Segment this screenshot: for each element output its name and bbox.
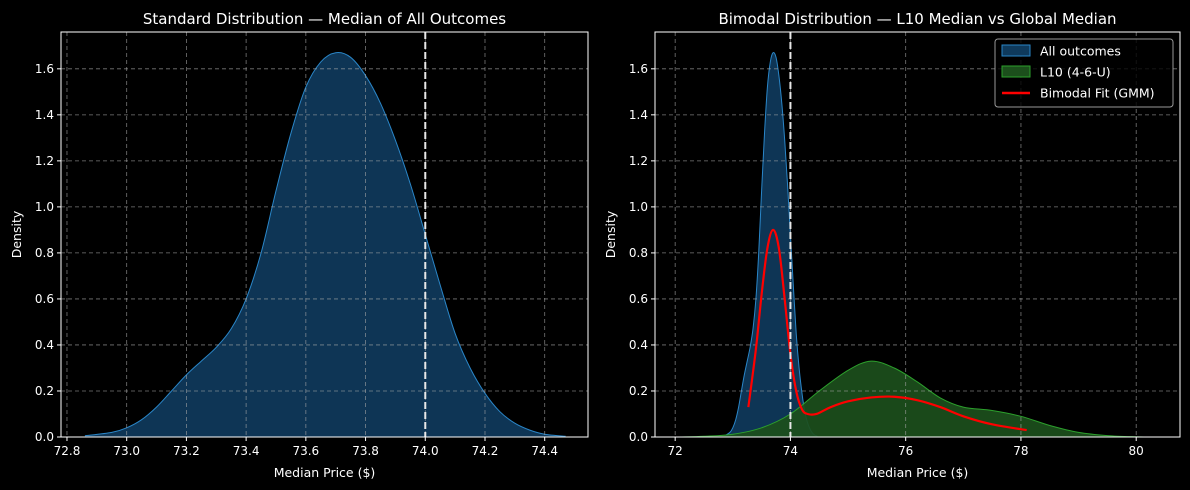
area-all-outcomes [724,52,818,438]
line-all-outcomes [84,52,566,437]
x-tick-label: 73.0 [113,444,140,458]
chart-title: Bimodal Distribution — L10 Median vs Glo… [718,10,1116,28]
y-tick-label: 1.6 [35,62,54,76]
x-tick-label: 76 [898,444,913,458]
y-tick-label: 1.4 [629,108,648,122]
x-tick-label: 73.8 [352,444,379,458]
legend-label: Bimodal Fit (GMM) [1040,86,1155,101]
area-l10-4-6-u- [680,361,1154,437]
x-tick-label: 74.4 [531,444,558,458]
line-all-outcomes [724,52,818,437]
y-tick-label: 1.2 [35,154,54,168]
x-tick-label: 72.8 [54,444,81,458]
y-tick-label: 0.8 [629,246,648,260]
x-tick-label: 74.2 [472,444,499,458]
y-tick-label: 1.6 [629,62,648,76]
legend-label: L10 (4-6-U) [1040,65,1111,80]
legend-label: All outcomes [1040,44,1121,59]
x-tick-label: 73.4 [233,444,260,458]
line-l10-4-6-u- [680,360,1154,438]
subplot-1: 72.8 73.0 73.2 73.4 73.6 73.8 74.0 74.2 74.4 0.0 0… [9,10,589,480]
legend-swatch [1001,65,1031,78]
y-axis-label: Density [603,210,618,258]
line-bimodal-fit [747,228,1027,432]
y-tick-label: 0.6 [629,292,648,306]
y-tick-label: 0.8 [35,246,54,260]
y-tick-label: 1.0 [35,200,54,214]
x-tick-label: 73.2 [173,444,200,458]
subplot-2: 72 74 76 78 80 0.0 0.2 0.4 0.6 0.8 1.0 1.2 1.4 1.6 Bim… [603,10,1181,480]
x-tick-label: 78 [1013,444,1028,458]
legend: All outcomes L10 (4-6-U) Bimodal Fit (GMM) [994,38,1174,108]
y-tick-label: 0.6 [35,292,54,306]
y-tick-label: 0.2 [629,384,648,398]
axes-frame [654,31,1181,438]
y-tick-label: 1.0 [629,200,648,214]
y-axis-label: Density [9,210,24,258]
x-axis-label: Median Price ($) [274,465,376,480]
x-tick-label: 74.0 [412,444,439,458]
legend-box [994,38,1174,108]
x-tick-label: 73.6 [292,444,319,458]
y-tick-label: 0.4 [35,338,54,352]
axes-frame [60,31,589,438]
legend-swatch [1001,44,1031,57]
y-tick-label: 1.4 [35,108,54,122]
y-tick-label: 0.4 [629,338,648,352]
x-tick-label: 74 [783,444,798,458]
x-tick-label: 80 [1129,444,1144,458]
chart-title: Standard Distribution — Median of All Ou… [143,10,506,28]
y-tick-label: 0.0 [35,430,54,444]
x-axis-label: Median Price ($) [867,465,969,480]
y-tick-label: 0.2 [35,384,54,398]
area-all-outcomes [84,52,566,438]
y-tick-label: 0.0 [629,430,648,444]
x-tick-label: 72 [668,444,683,458]
y-tick-label: 1.2 [629,154,648,168]
